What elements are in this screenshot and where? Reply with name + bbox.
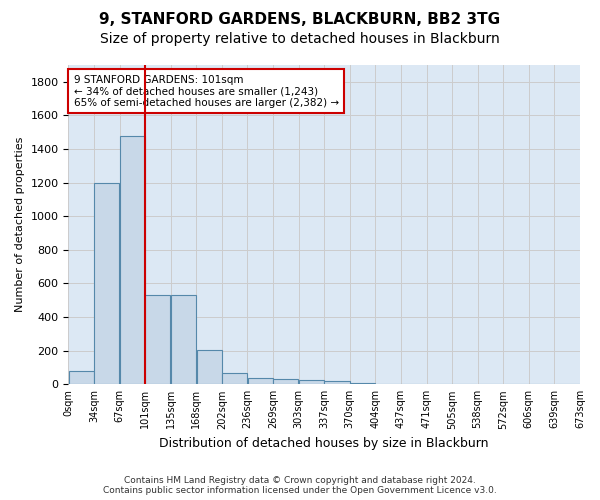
Bar <box>94 182 119 384</box>
Bar <box>120 136 145 384</box>
Text: Contains HM Land Registry data © Crown copyright and database right 2024.
Contai: Contains HM Land Registry data © Crown c… <box>103 476 497 495</box>
Text: Size of property relative to detached houses in Blackburn: Size of property relative to detached ho… <box>100 32 500 46</box>
Bar <box>273 380 298 384</box>
Bar <box>197 350 221 384</box>
Bar <box>325 381 350 384</box>
Bar <box>68 371 94 384</box>
X-axis label: Distribution of detached houses by size in Blackburn: Distribution of detached houses by size … <box>160 437 489 450</box>
Bar <box>171 295 196 384</box>
Text: 9, STANFORD GARDENS, BLACKBURN, BB2 3TG: 9, STANFORD GARDENS, BLACKBURN, BB2 3TG <box>100 12 500 28</box>
Bar <box>222 374 247 384</box>
Bar <box>145 295 170 384</box>
Y-axis label: Number of detached properties: Number of detached properties <box>15 137 25 312</box>
Bar <box>248 378 273 384</box>
Text: 9 STANFORD GARDENS: 101sqm
← 34% of detached houses are smaller (1,243)
65% of s: 9 STANFORD GARDENS: 101sqm ← 34% of deta… <box>74 74 338 108</box>
Bar <box>299 380 324 384</box>
